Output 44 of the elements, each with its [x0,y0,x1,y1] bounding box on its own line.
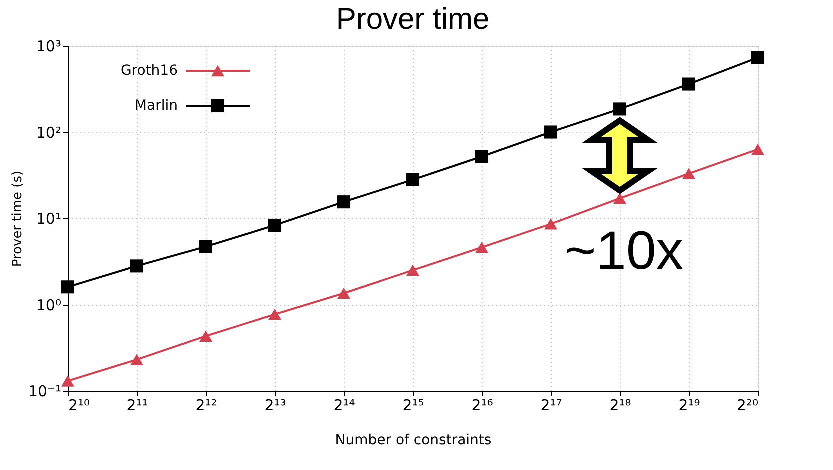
x-tick-label: 2¹³ [264,396,286,414]
point [337,288,351,300]
point [613,102,627,116]
x-tick-label: 2¹⁴ [334,396,356,414]
x-tick-label: 2¹⁷ [540,396,562,414]
y-tick-label: 10⁰ [36,296,62,314]
x-tick-label: 2²⁰ [736,396,758,414]
point [544,126,558,139]
x-tick-label: 2¹⁶ [472,396,494,414]
legend-label: Marlin [134,98,178,114]
point [751,51,765,64]
point [406,173,420,186]
point [406,264,420,276]
x-tick-label: 2¹⁰ [68,396,90,414]
x-tick-label: 2¹⁵ [402,396,424,414]
y-axis-title: Prover time (s) [10,170,26,268]
y-tick-label: 10⁻¹ [28,382,62,400]
chart-title: Prover time [336,3,490,36]
point [199,240,213,254]
x-tick-label: 2¹⁸ [610,396,632,414]
point [337,196,351,209]
x-tick-label: 2¹¹ [126,396,148,414]
point [682,78,696,91]
y-tick-label: 10¹ [36,210,62,228]
point [475,242,489,254]
point [61,376,75,387]
point [613,192,627,204]
y-tick-label: 10² [36,124,62,142]
point [199,330,213,342]
y-tick-label: 10³ [36,38,62,56]
point [130,354,144,366]
point [682,168,696,180]
x-tick-label: 2¹⁹ [678,396,700,414]
point [268,218,282,232]
annotation: ~10x [564,221,684,281]
point [751,144,765,156]
point [475,150,489,164]
point [544,218,558,230]
legend-label: Groth16 [120,63,178,79]
point [61,280,75,294]
x-tick-label: 2¹² [196,396,218,414]
x-axis-title: Number of constraints [335,432,492,448]
point [268,308,282,320]
point [130,260,144,273]
